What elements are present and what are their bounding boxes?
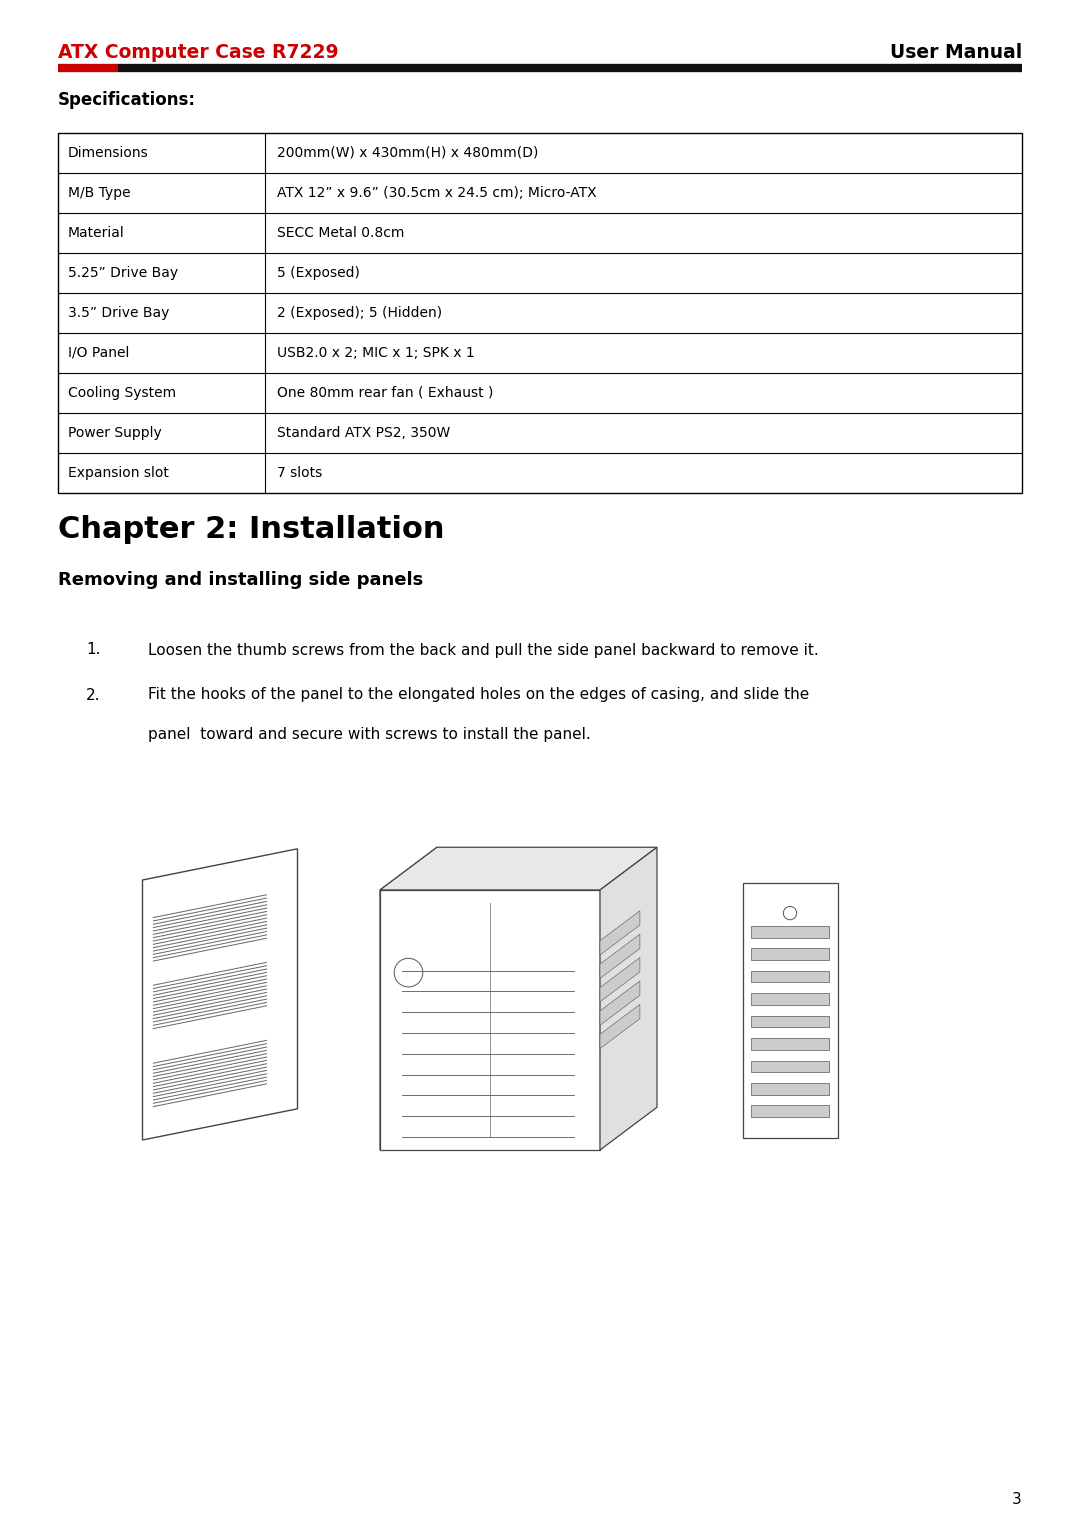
Polygon shape [600,935,639,979]
Polygon shape [143,849,297,1141]
Text: 5 (Exposed): 5 (Exposed) [278,266,360,279]
Text: M/B Type: M/B Type [68,186,131,200]
Text: 5.25” Drive Bay: 5.25” Drive Bay [68,266,178,279]
Polygon shape [380,847,657,890]
Text: SECC Metal 0.8cm: SECC Metal 0.8cm [278,226,405,240]
Bar [751,1106,829,1118]
Text: 2.: 2. [86,687,100,702]
Text: ATX 12” x 9.6” (30.5cm x 24.5 cm); Micro-ATX: ATX 12” x 9.6” (30.5cm x 24.5 cm); Micro… [278,186,597,200]
Text: Power Supply: Power Supply [68,426,162,440]
Polygon shape [380,847,437,1150]
Text: Loosen the thumb screws from the back and pull the side panel backward to remove: Loosen the thumb screws from the back an… [148,643,819,658]
Text: 2 (Exposed); 5 (Hidden): 2 (Exposed); 5 (Hidden) [278,305,443,321]
Text: ATX Computer Case R7229: ATX Computer Case R7229 [58,43,339,61]
Text: 1.: 1. [86,643,100,658]
Text: 7 slots: 7 slots [278,466,323,479]
Text: 3: 3 [1012,1492,1022,1507]
Bar [751,1038,829,1049]
Polygon shape [600,1005,639,1049]
Text: Fit the hooks of the panel to the elongated holes on the edges of casing, and sl: Fit the hooks of the panel to the elonga… [148,687,809,702]
Text: User Manual: User Manual [890,43,1022,61]
Polygon shape [380,890,600,1150]
Polygon shape [600,910,639,954]
Text: Material: Material [68,226,125,240]
Bar [751,1015,829,1028]
Text: Dimensions: Dimensions [68,147,149,160]
Text: panel  toward and secure with screws to install the panel.: panel toward and secure with screws to i… [148,727,591,742]
Text: 200mm(W) x 430mm(H) x 480mm(D): 200mm(W) x 430mm(H) x 480mm(D) [278,147,539,160]
Polygon shape [600,957,639,1002]
Bar [743,883,837,1138]
Text: Removing and installing side panels: Removing and installing side panels [58,571,423,589]
Bar [751,948,829,960]
Text: Expansion slot: Expansion slot [68,466,168,479]
Bar [58,133,1022,493]
Text: Specifications:: Specifications: [58,92,195,108]
Bar [751,925,829,938]
Text: USB2.0 x 2; MIC x 1; SPK x 1: USB2.0 x 2; MIC x 1; SPK x 1 [278,347,475,360]
Text: Cooling System: Cooling System [68,386,176,400]
Text: I/O Panel: I/O Panel [68,347,130,360]
Bar [751,1061,829,1072]
Text: Chapter 2: Installation: Chapter 2: Installation [58,516,445,545]
Polygon shape [600,980,639,1025]
Bar [751,993,829,1005]
Text: Standard ATX PS2, 350W: Standard ATX PS2, 350W [278,426,450,440]
Polygon shape [600,847,657,1150]
Bar [751,1083,829,1095]
Bar [751,971,829,982]
Text: 3.5” Drive Bay: 3.5” Drive Bay [68,305,170,321]
Text: One 80mm rear fan ( Exhaust ): One 80mm rear fan ( Exhaust ) [278,386,494,400]
